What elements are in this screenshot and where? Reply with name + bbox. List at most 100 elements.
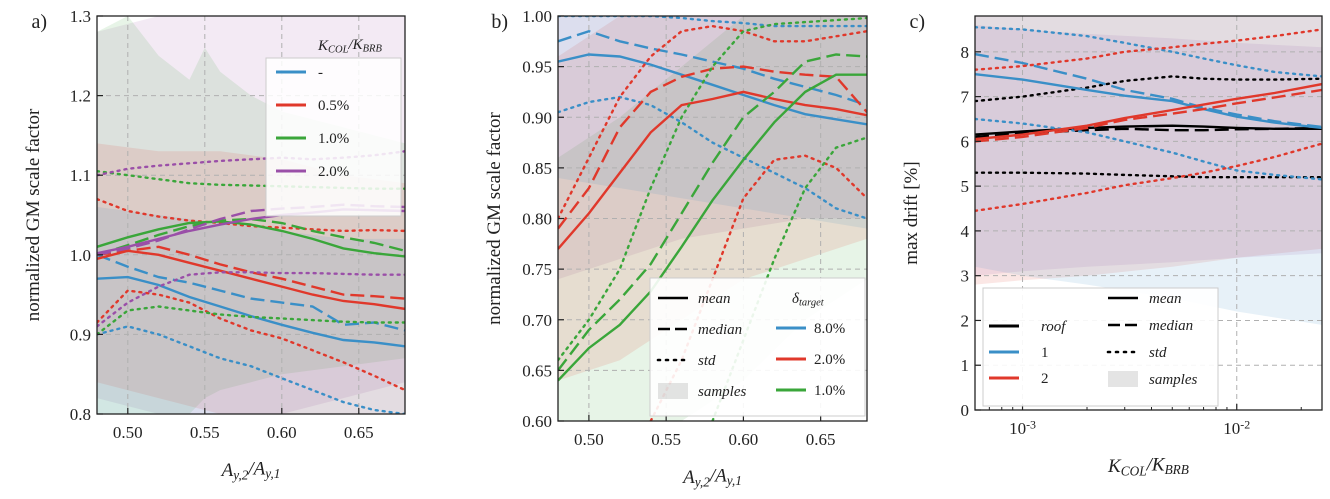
sample-band [558,16,867,280]
legend-title: δtarget [792,291,825,309]
y-tick-label: 1.2 [70,87,91,106]
series-line-std [97,305,405,336]
legend-label: samples [698,384,746,400]
legend-label: roof [1041,319,1067,335]
y-tick-label: 4 [961,222,970,241]
y-tick-label: 0.60 [522,412,552,431]
y-tick-label: 6 [961,132,970,151]
y-tick-label: 0.95 [522,58,552,77]
legend-box [649,277,866,417]
y-tick-label: 8 [961,43,970,62]
series-line-median [975,88,1322,143]
plot-area [97,16,405,414]
series-line-median [97,217,405,256]
legend-label: 2 [1041,371,1049,387]
series-line-mean [975,73,1322,130]
y-tick-label: 0.80 [522,210,552,229]
panel-label: c) [909,11,925,33]
legend-panel-c: roof 1 2 mean median std samples [982,287,1219,407]
legend-label: median [698,322,742,338]
panel-label: b) [491,11,508,33]
x-tick-label: 10-3 [1009,418,1036,438]
axes-frame [974,15,1323,411]
legend-box [982,287,1219,407]
legend-swatch-samples [658,383,688,399]
series-line-std [649,154,867,421]
panel-b: 0.50 0.55 0.60 0.65 0.60 0.65 0.70 0.75 0.80 0.85… [484,7,868,489]
y-tick-label: 3 [961,267,970,286]
series-line-median [975,52,1322,129]
y-tick-label: 0.65 [522,361,552,380]
y-tick-label: 0.70 [522,311,552,330]
sample-band [975,16,1322,285]
y-axis-label: max drift [%] [901,161,922,264]
series-line-median [97,253,405,332]
panel-label: a) [31,11,47,33]
series-line-std [97,197,405,233]
series-line-median [97,245,405,300]
axes-frame [96,15,406,415]
legend-label: 1 [1041,345,1049,361]
y-tick-label: 1.0 [70,246,91,265]
legend-label: - [318,65,323,81]
series-line-std [97,289,405,392]
series-line-mean [558,53,867,126]
legend-label: 2.0% [814,352,845,368]
legend-label: std [1149,345,1167,361]
x-tick-label: 0.60 [729,430,759,449]
legend-title: KCOL/KBRB [317,37,382,56]
series-line-std [975,171,1322,179]
y-tick-label: 1.3 [70,7,91,26]
legend-panel-b: mean median std samples δtarget 8.0% 2.0% 1.0% [649,277,866,417]
series-line-std [97,169,405,190]
legend-panel-a: KCOL/KBRB - 0.5% 1.0% 2.0% [265,37,402,217]
x-tick-label: 0.55 [190,423,220,442]
y-axis-label: normalized GM scale factor [484,112,505,325]
legend-label: samples [1149,372,1197,388]
series-line-std [558,24,867,220]
series-line-std [975,117,1322,181]
x-tick-label: 0.55 [651,430,681,449]
series-line-median [558,53,867,372]
series-line-std [558,95,867,220]
series-line-median [558,65,867,230]
legend-label: mean [1149,291,1182,307]
series-line-std [975,142,1322,213]
sample-band [975,25,1322,276]
sample-band [558,16,867,229]
series-line-std [97,325,405,414]
legend-label: 1.0% [318,131,349,147]
series-line-mean [975,82,1322,141]
legend-label: median [1149,318,1193,334]
plot-area [975,16,1322,410]
legend-label: 2.0% [318,164,349,180]
series-line-mean [558,73,867,382]
legend-label: std [698,353,716,369]
series-line-mean [558,90,867,250]
series-line-mean [97,220,405,258]
x-axis-label: Ay,2/Ay,1 [220,459,281,483]
y-tick-label: 0.75 [522,260,552,279]
y-tick-label: 5 [961,177,970,196]
x-tick-label: 0.50 [113,423,143,442]
x-tick-label: 0.65 [344,423,374,442]
series-line-std [975,26,1322,78]
series-line-std [97,271,405,328]
series-line-std [975,75,1322,103]
y-axis-label: normalized GM scale factor [23,108,44,321]
y-tick-label: 0 [961,401,970,420]
series-line-std [558,16,867,362]
legend-label: 8.0% [814,321,845,337]
sample-band [975,16,1322,325]
y-tick-label: 0.85 [522,159,552,178]
x-tick-label: 0.65 [806,430,836,449]
x-tick-label: 0.50 [574,430,604,449]
y-tick-label: 0.9 [70,325,91,344]
y-tick-label: 0.8 [70,405,91,424]
y-tick-label: 0.90 [522,108,552,127]
series-line-std [558,16,867,28]
y-tick-label: 2 [961,311,970,330]
legend-label: mean [698,291,731,307]
panel-a: 0.50 0.55 0.60 0.65 0.8 0.9 1.0 1.1 1.2 1.3 Ay,2/A… [23,7,406,483]
